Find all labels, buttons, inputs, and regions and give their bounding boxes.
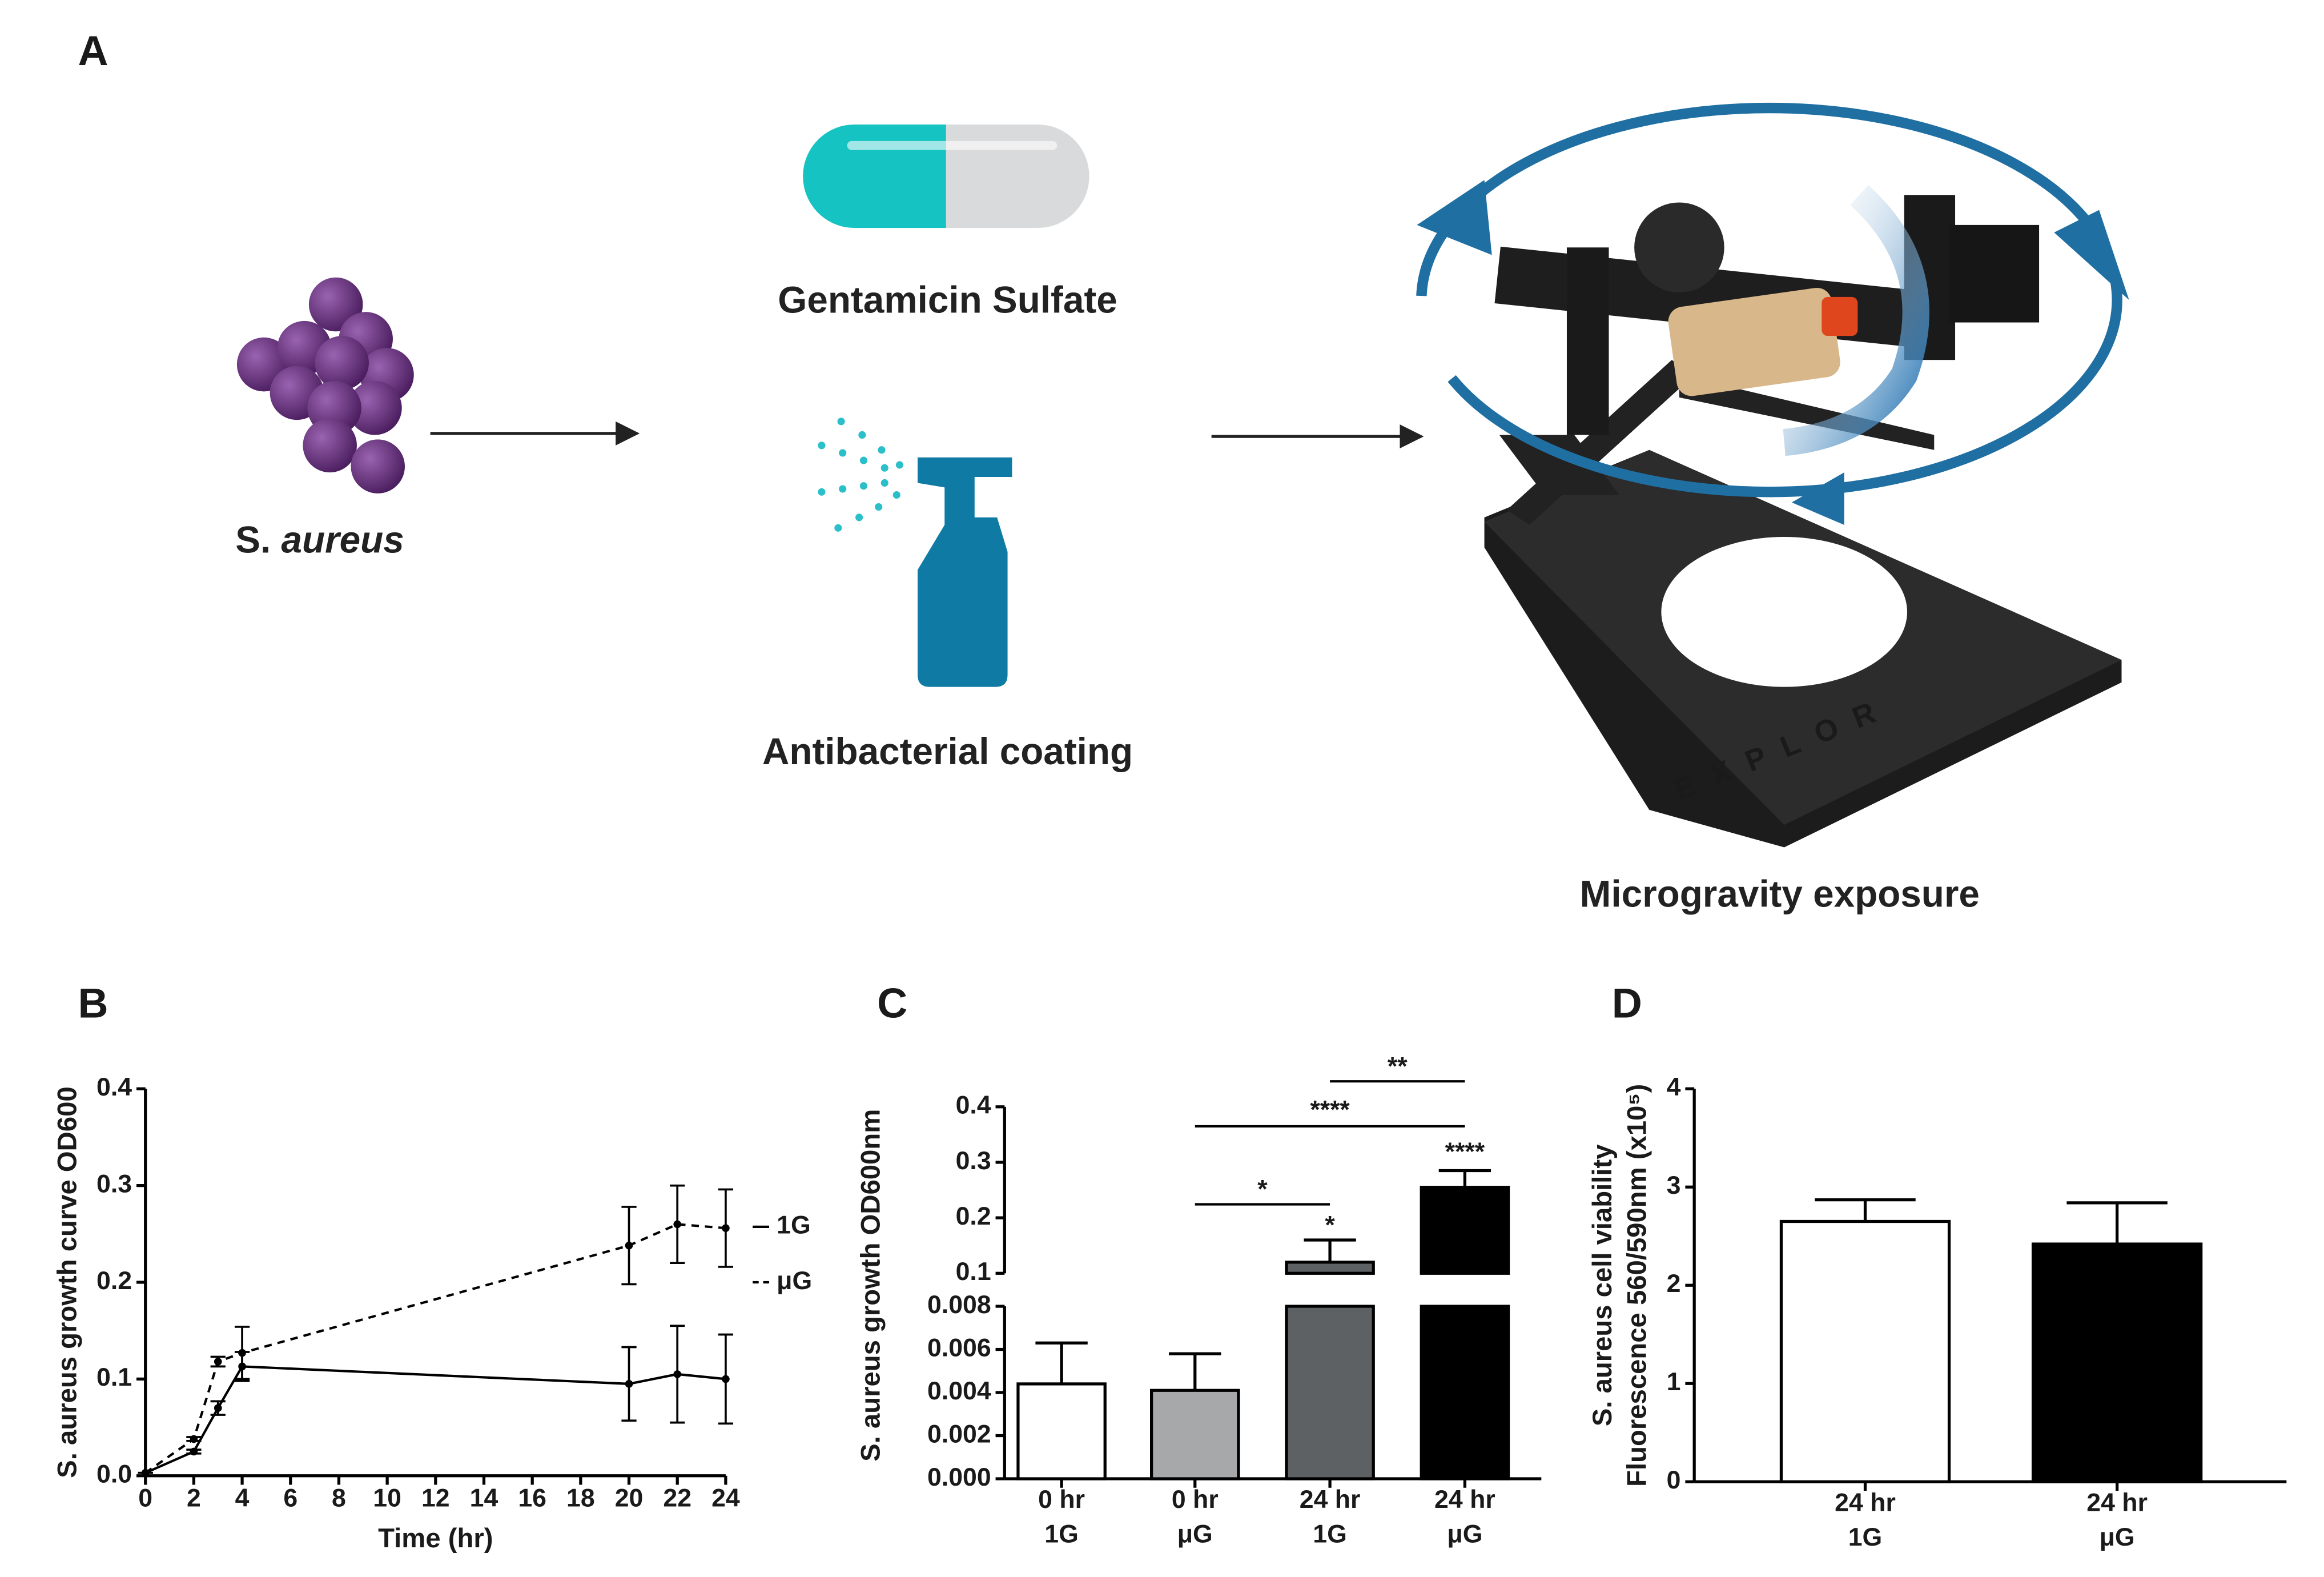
x-tick-label: 20 [615,1484,644,1512]
data-point [214,1358,222,1366]
x-tick-label: 1G [1848,1523,1883,1551]
bar-lower [1420,1305,1510,1480]
y-tick-label: 0 [1667,1466,1681,1494]
data-point [238,1349,246,1357]
bar [1779,1219,1951,1483]
x-tick-label: 6 [283,1484,297,1512]
x-tick-label: 4 [235,1484,250,1512]
organism-label: S. aureus [235,519,404,561]
significance-label: **** [1445,1138,1485,1166]
clinostat-device: EXPLOR [1416,102,2129,848]
significance-label: ** [1388,1052,1408,1080]
error-bar [1304,1238,1356,1262]
y-tick-label: 0.1 [956,1258,991,1286]
panel-label: D [1612,979,1642,1026]
error-bar [1169,1352,1221,1391]
x-tick-label: 24 hr [1300,1486,1361,1514]
spray-bottle [818,418,1012,687]
x-tick-label: 1G [1313,1520,1347,1548]
y-tick-label: 0.4 [956,1092,991,1119]
y-tick-label: 0.1 [97,1363,132,1391]
y-tick-label: 0.3 [956,1147,991,1175]
bar [1016,1382,1107,1480]
error-bar [1438,1169,1491,1187]
bar-upper [1285,1261,1375,1275]
error-bar [1035,1341,1088,1384]
bacteria-cluster [236,277,414,493]
legend-label: μG [777,1267,812,1295]
x-tick-label: 24 [711,1484,740,1512]
y-tick-label: 4 [1667,1073,1681,1101]
x-tick-label: 2 [187,1484,201,1512]
x-tick-label: 10 [373,1484,401,1512]
x-tick-label: μG [1447,1520,1482,1548]
y-axis-label: S. aureus growth OD600nm [856,1109,886,1462]
legend-label: 1G [777,1211,811,1239]
treatment-label: Gentamicin Sulfate [778,279,1117,321]
x-tick-label: 16 [518,1484,546,1512]
bar-upper [1420,1186,1510,1275]
x-tick-label: 24 hr [1835,1488,1896,1516]
y-tick-label: 0.3 [97,1170,132,1198]
x-tick-label: 14 [470,1484,498,1512]
x-tick-label: 24 hr [2086,1488,2148,1516]
bar [2031,1242,2203,1483]
panel-label: C [877,979,907,1026]
x-tick-label: 0 [138,1484,152,1512]
y-tick-label: 0.004 [927,1377,991,1405]
y-tick-label: 2 [1667,1270,1681,1298]
significance-label: **** [1310,1096,1350,1123]
data-point [625,1241,633,1250]
y-tick-label: 0.006 [927,1334,991,1362]
x-tick-label: 24 hr [1434,1486,1495,1514]
y-tick-label: 0.000 [927,1463,991,1491]
y-tick-label: 0.008 [927,1291,991,1319]
y-tick-label: 0.002 [927,1420,991,1448]
y-tick-label: 3 [1667,1171,1681,1199]
panel-label: B [78,979,108,1026]
x-tick-label: 0 hr [1038,1486,1085,1514]
x-tick-label: μG [2100,1523,2135,1551]
x-tick-label: 22 [663,1484,691,1512]
error-bar [2066,1201,2168,1245]
y-axis-label: S. aureus cell viability [1587,1144,1618,1426]
x-tick-label: 12 [421,1484,450,1512]
data-point [141,1468,150,1477]
y-axis-label: Fluorescence 560/590nm (x10⁵) [1622,1084,1652,1487]
y-tick-label: 1 [1667,1368,1681,1396]
error-bar [1815,1198,1916,1222]
significance-label: * [1325,1211,1335,1239]
significance-label: * [1257,1175,1268,1203]
bar-lower [1285,1305,1375,1480]
capsule [803,124,1089,228]
data-point [673,1220,682,1229]
data-point [190,1447,198,1456]
x-tick-label: μG [1177,1520,1213,1548]
data-point [214,1404,222,1413]
x-tick-label: 18 [566,1484,595,1512]
exposure-label: Microgravity exposure [1580,873,1980,915]
y-tick-label: 0.2 [956,1202,991,1230]
y-tick-label: 0.0 [97,1460,132,1488]
series-line [144,1365,726,1474]
x-tick-label: 8 [332,1484,346,1512]
x-tick-label: 0 hr [1172,1486,1219,1514]
y-axis-label: S. aureus growth curve OD600 [52,1086,82,1478]
series-line [144,1223,726,1474]
x-tick-label: 1G [1044,1520,1079,1548]
data-point [673,1370,682,1378]
y-tick-label: 0.4 [97,1073,132,1101]
data-point [722,1224,730,1233]
x-axis-label: Time (hr) [378,1523,493,1554]
treatment-label: Antibacterial coating [762,731,1133,772]
data-point [722,1375,730,1383]
data-point [190,1435,198,1443]
y-tick-label: 0.2 [97,1267,132,1295]
data-point [625,1380,633,1388]
bar [1149,1389,1240,1480]
panel-label: A [78,27,108,74]
